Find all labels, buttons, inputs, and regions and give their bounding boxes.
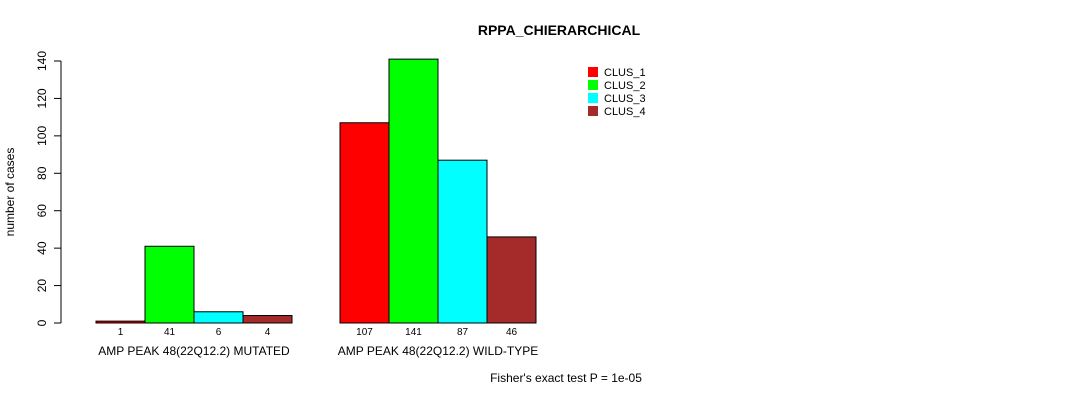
- y-tick-label: 140: [35, 51, 49, 71]
- bar-value-label: 6: [216, 327, 222, 338]
- legend-swatch: [588, 80, 598, 90]
- y-tick-label: 0: [35, 319, 49, 326]
- legend-label: CLUS_4: [604, 106, 646, 118]
- y-tick-label: 20: [35, 279, 49, 293]
- y-axis-label: number of cases: [3, 148, 17, 237]
- legend-label: CLUS_3: [604, 93, 646, 105]
- bar: [95, 320, 146, 324]
- y-tick-label: 40: [35, 241, 49, 255]
- y-axis: 0 20 40 60 80 100 120 140: [35, 51, 62, 326]
- fisher-test-annotation: Fisher's exact test P = 1e-05: [490, 371, 642, 385]
- bar: [242, 315, 293, 324]
- y-tick-label: 100: [35, 126, 49, 146]
- legend-swatch: [588, 106, 598, 116]
- bar-value-labels: 1 41 6 4 107 141 87 46: [118, 327, 518, 338]
- bar-value-label: 141: [405, 327, 422, 338]
- bar-value-label: 107: [356, 327, 373, 338]
- bar-value-label: 41: [164, 327, 176, 338]
- bar: [437, 159, 488, 324]
- bar-value-label: 4: [265, 327, 271, 338]
- bar: [388, 58, 439, 324]
- bar: [486, 236, 537, 324]
- bar: [144, 245, 195, 324]
- y-tick-label: 60: [35, 204, 49, 218]
- legend-swatch: [588, 67, 598, 77]
- bar: [193, 311, 244, 324]
- legend-swatch: [588, 93, 598, 103]
- bar: [339, 122, 390, 324]
- chart-title: RPPA_CHIERARCHICAL: [478, 22, 641, 38]
- category-label: AMP PEAK 48(22Q12.2) WILD-TYPE: [338, 344, 539, 358]
- category-label: AMP PEAK 48(22Q12.2) MUTATED: [98, 344, 290, 358]
- bars: [95, 58, 537, 324]
- bar-value-label: 87: [457, 327, 469, 338]
- bar-value-label: 1: [118, 327, 124, 338]
- legend-label: CLUS_2: [604, 80, 646, 92]
- y-tick-label: 80: [35, 166, 49, 180]
- legend-label: CLUS_1: [604, 67, 646, 79]
- y-tick-label: 120: [35, 88, 49, 108]
- bar-value-label: 46: [506, 327, 518, 338]
- category-labels: AMP PEAK 48(22Q12.2) MUTATED AMP PEAK 48(…: [98, 344, 538, 358]
